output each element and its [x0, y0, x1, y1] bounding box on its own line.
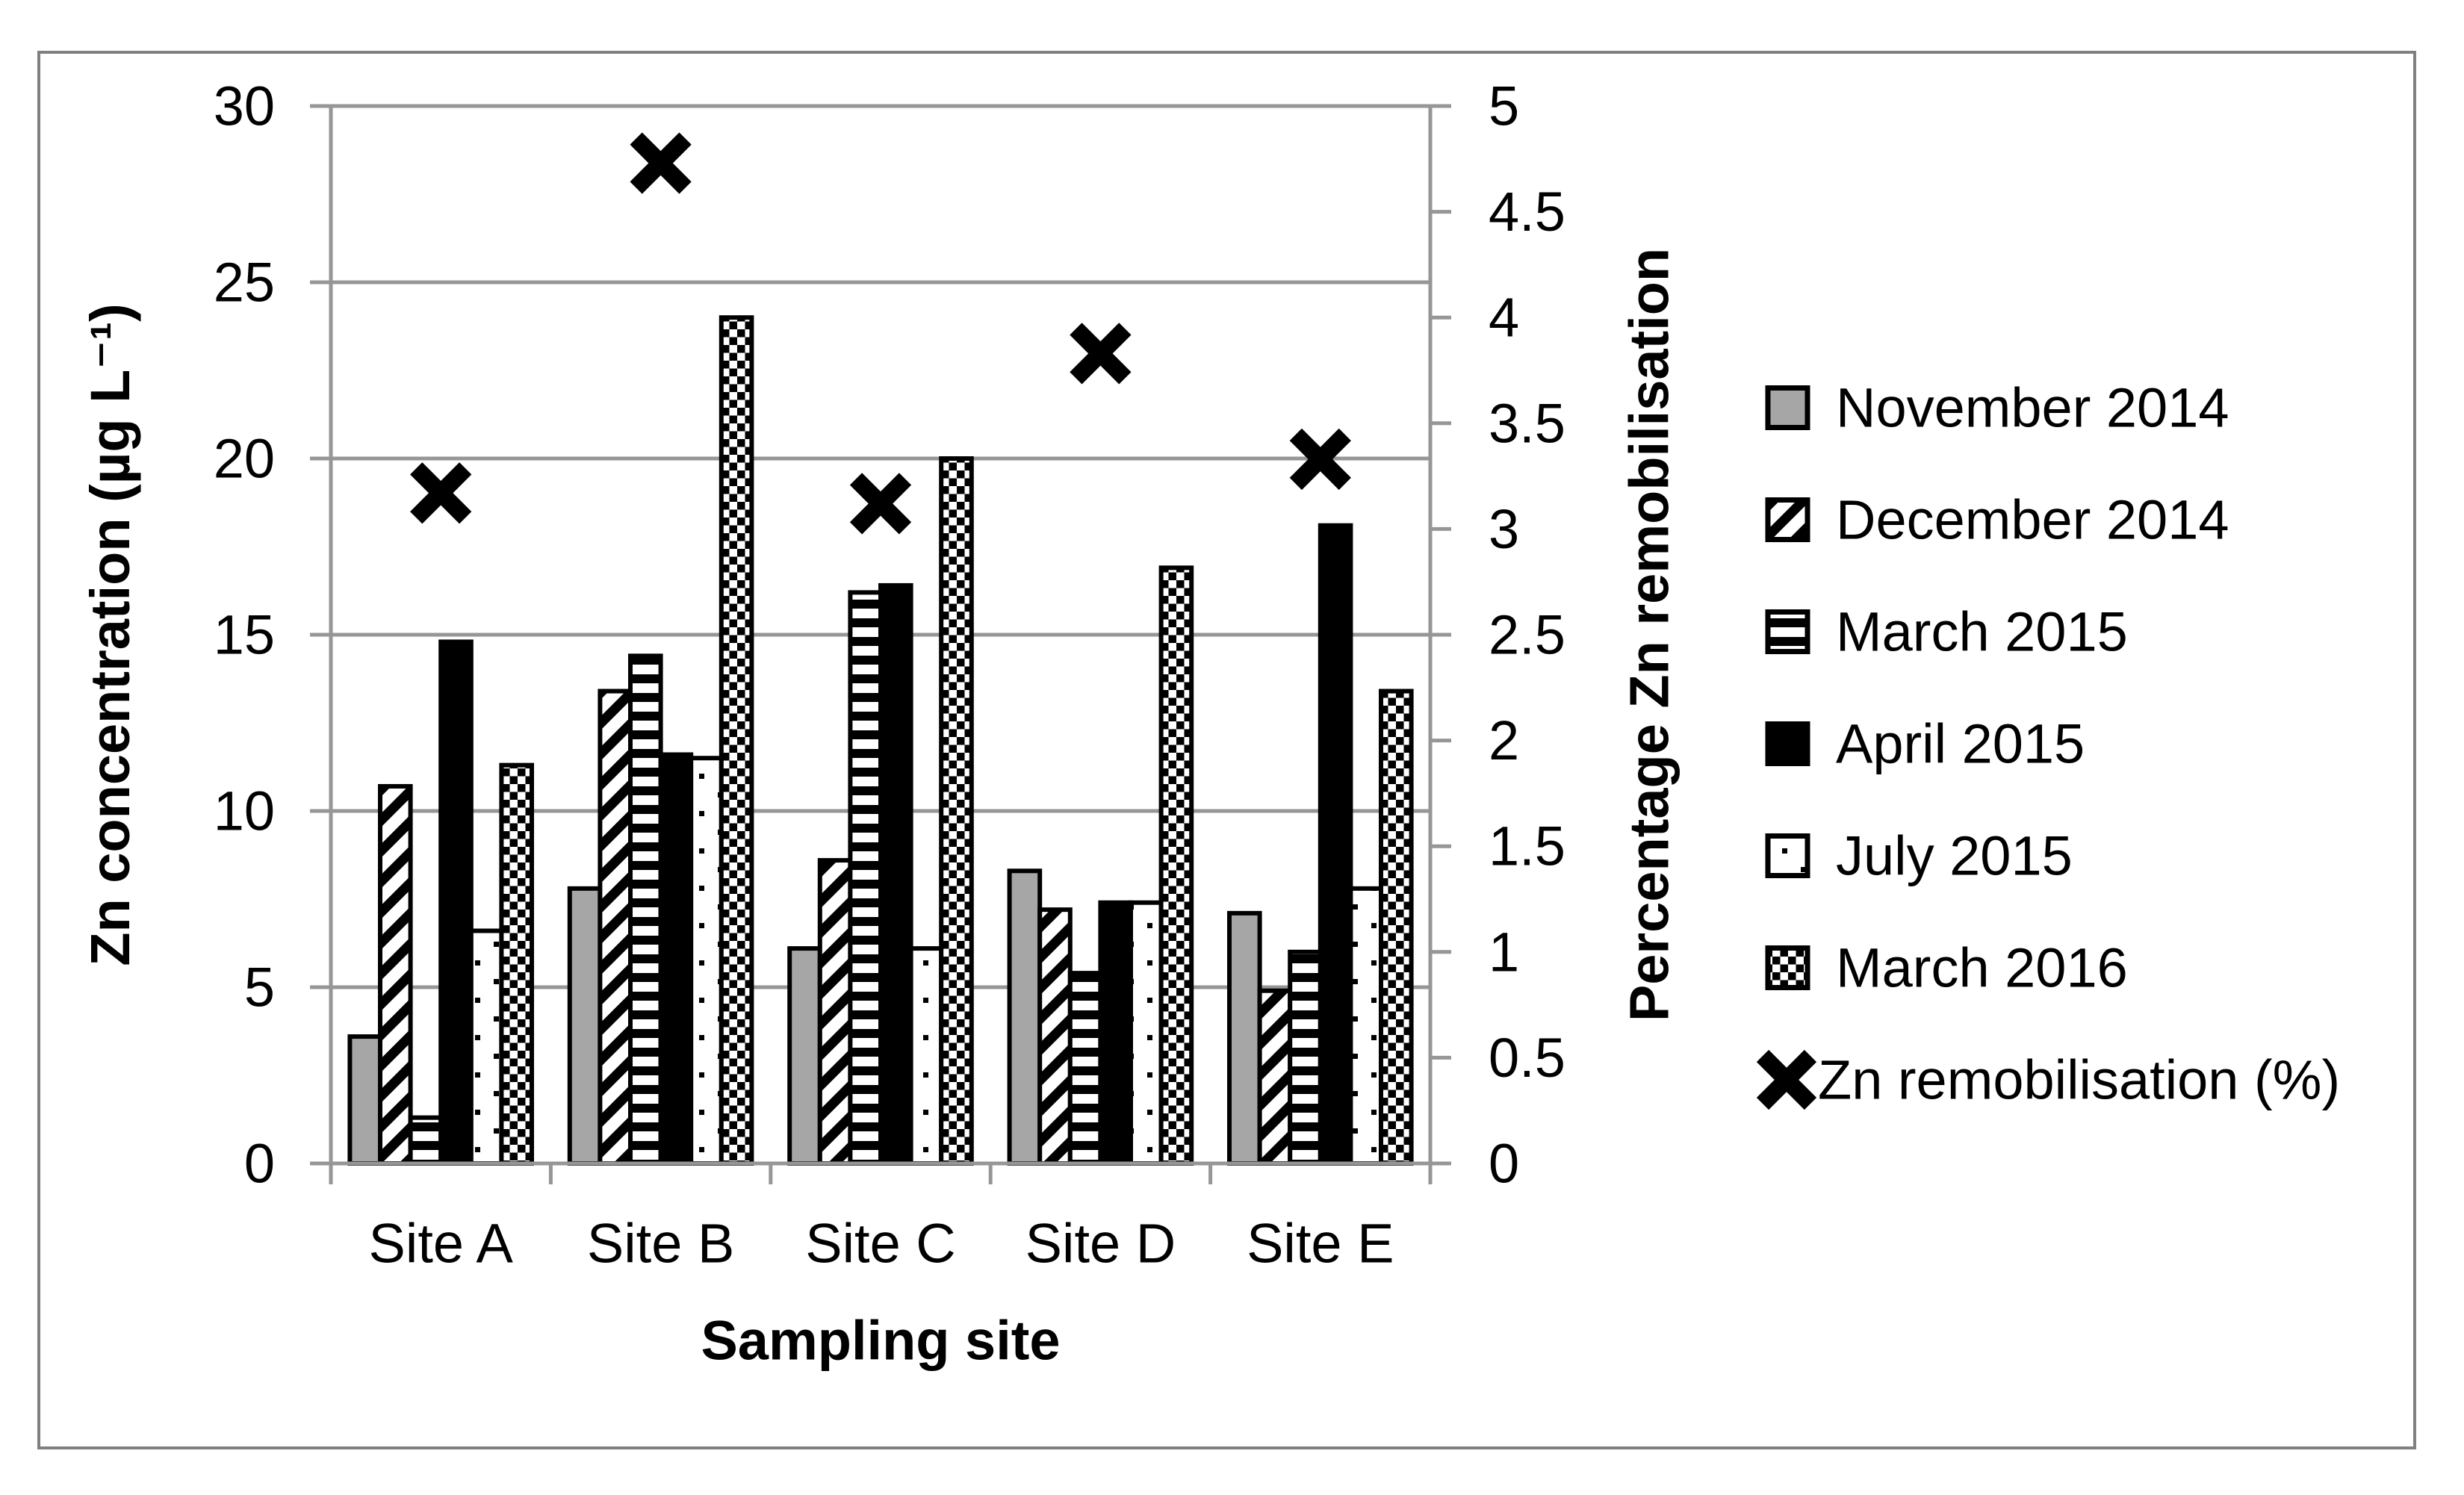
- right-tick-label-2: 2: [1489, 709, 1519, 771]
- bar-march-2016-site-d: [1158, 565, 1194, 1166]
- right-tick-label-4: 4: [1489, 287, 1519, 349]
- legend-label: November 2014: [1836, 377, 2229, 439]
- legend-label: March 2015: [1836, 601, 2128, 663]
- legend-row-april-2015: April 2015: [1765, 713, 2085, 775]
- legend-marker-checker: [1765, 945, 1810, 990]
- legend-marker-sparse-dots: [1765, 833, 1810, 878]
- category-label-site-c: Site C: [805, 1213, 956, 1275]
- bar-march-2016-site-a: [499, 762, 535, 1166]
- left-tick-label-30: 30: [214, 75, 275, 137]
- bar-july-2015-site-e: [1348, 886, 1384, 1166]
- bar-march-2016-site-e: [1379, 689, 1414, 1166]
- bar-december-2014-site-d: [1037, 907, 1073, 1166]
- bar-november-2014-site-a: [347, 1034, 382, 1166]
- left-axis-title: Zn concentration (µg L⁻¹): [79, 303, 141, 966]
- bar-november-2014-site-b: [567, 886, 603, 1166]
- left-tick-label-25: 25: [214, 252, 275, 314]
- right-tick-label-4.5: 4.5: [1489, 181, 1565, 243]
- left-tick-label-0: 0: [244, 1133, 275, 1195]
- right-tick-label-1: 1: [1489, 921, 1519, 983]
- left-tick-label-10: 10: [214, 780, 275, 842]
- axes-layer: [310, 104, 1451, 1184]
- category-label-site-a: Site A: [369, 1213, 514, 1275]
- scatter-markers-layer: [410, 132, 1351, 535]
- x-axis-title: Sampling site: [701, 1309, 1061, 1372]
- bar-december-2014-site-b: [598, 689, 633, 1166]
- legend-row-march-2015: March 2015: [1765, 601, 2128, 663]
- bars-layer: [347, 315, 1414, 1166]
- right-tick-label-2.5: 2.5: [1489, 604, 1565, 666]
- legend-marker-horizontal-stripes: [1765, 609, 1810, 654]
- legend-label: April 2015: [1836, 713, 2085, 775]
- bar-december-2014-site-a: [378, 783, 413, 1166]
- legend-label: December 2014: [1836, 489, 2229, 551]
- legend-marker-solid-black: [1765, 721, 1810, 766]
- bar-march-2016-site-c: [939, 456, 974, 1166]
- category-label-site-b: Site B: [587, 1213, 734, 1275]
- bar-july-2015-site-d: [1129, 900, 1164, 1166]
- bar-april-2015-site-a: [438, 639, 474, 1166]
- chart-border-frame: [37, 51, 2416, 1449]
- bar-march-2015-site-b: [628, 653, 663, 1166]
- right-tick-label-3: 3: [1489, 498, 1519, 560]
- legend-row-march-2016: March 2016: [1765, 937, 2128, 999]
- right-tick-label-1.5: 1.5: [1489, 815, 1565, 877]
- legend-marker-solid-gray: [1765, 385, 1810, 430]
- bar-march-2015-site-d: [1067, 971, 1103, 1166]
- right-tick-label-5: 5: [1489, 75, 1519, 137]
- bar-march-2015-site-c: [848, 590, 884, 1166]
- legend-row-november-2014: November 2014: [1765, 377, 2229, 439]
- x-marker-site-d: [1070, 323, 1132, 385]
- x-marker-site-b: [630, 132, 692, 194]
- legend-row-july-2015: July 2015: [1765, 825, 2073, 887]
- bar-july-2015-site-a: [468, 928, 504, 1166]
- x-marker-site-a: [410, 462, 472, 524]
- bar-april-2015-site-c: [878, 582, 913, 1166]
- legend-x-marker-icon: [1756, 1049, 1817, 1110]
- bar-march-2016-site-b: [719, 315, 754, 1166]
- bar-april-2015-site-e: [1318, 523, 1353, 1166]
- right-tick-label-3.5: 3.5: [1489, 392, 1565, 454]
- bar-november-2014-site-c: [787, 946, 822, 1166]
- category-label-site-d: Site D: [1025, 1213, 1176, 1275]
- right-tick-label-0: 0: [1489, 1133, 1519, 1195]
- bar-november-2014-site-e: [1227, 910, 1262, 1166]
- right-tick-label-0.5: 0.5: [1489, 1027, 1565, 1089]
- left-tick-label-5: 5: [244, 957, 275, 1019]
- axis-labels-layer: 30 25 20 15 10 5 0 5 4.5 4 3.5 3 2.5 2 1.5 1 0.5 0 Site A S…: [214, 75, 1565, 1275]
- bar-july-2015-site-b: [689, 756, 724, 1166]
- right-axis-title: Percentage Zn remobilisation: [1618, 247, 1681, 1022]
- bar-december-2014-site-e: [1257, 988, 1293, 1166]
- bar-december-2014-site-c: [817, 858, 853, 1166]
- x-marker-site-c: [849, 473, 912, 535]
- legend: November 2014 December 2014 March 2015 Apri…: [1756, 377, 2340, 1111]
- x-marker-site-e: [1289, 428, 1351, 491]
- bar-april-2015-site-d: [1098, 900, 1134, 1166]
- category-label-site-e: Site E: [1247, 1213, 1394, 1275]
- legend-row-zn-remobilisation-: Zn remobilisation (%): [1756, 1049, 2340, 1111]
- legend-label: Zn remobilisation (%): [1818, 1049, 2340, 1111]
- left-tick-label-15: 15: [214, 604, 275, 666]
- legend-label: March 2016: [1836, 937, 2128, 999]
- bar-april-2015-site-b: [658, 752, 694, 1166]
- legend-marker-diagonal-stripes: [1765, 497, 1810, 542]
- bar-july-2015-site-c: [908, 946, 944, 1166]
- bar-november-2014-site-d: [1007, 868, 1043, 1166]
- legend-row-december-2014: December 2014: [1765, 489, 2229, 551]
- legend-label: July 2015: [1836, 825, 2073, 887]
- bar-march-2015-site-a: [408, 1115, 444, 1166]
- left-tick-label-20: 20: [214, 428, 275, 490]
- bar-march-2015-site-e: [1288, 949, 1323, 1166]
